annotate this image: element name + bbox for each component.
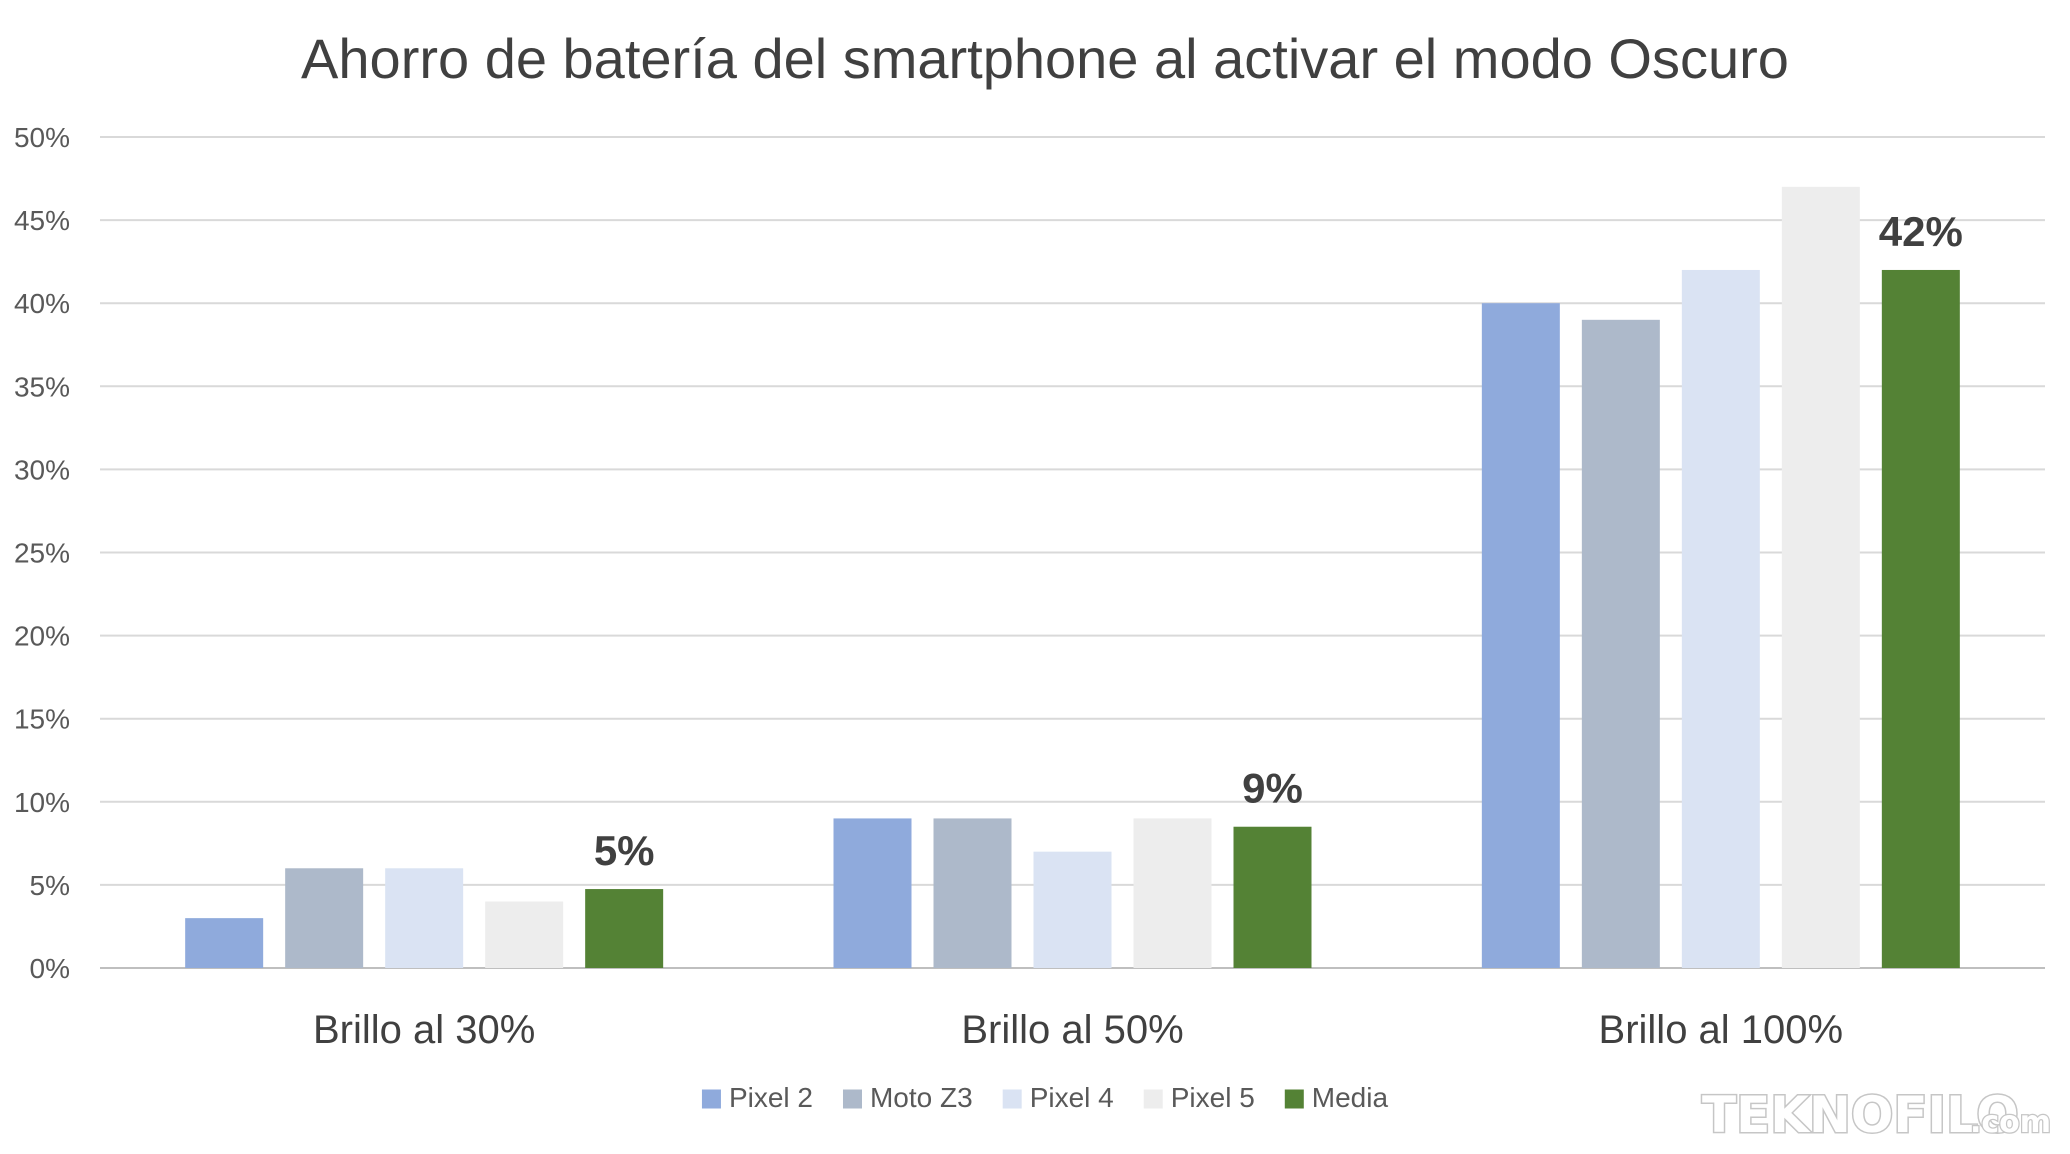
bar: [1233, 826, 1312, 968]
y-tick-label: 50%: [14, 122, 70, 153]
x-tick-label: Brillo al 100%: [1599, 1008, 1844, 1052]
y-tick-label: 30%: [14, 454, 70, 485]
y-tick-label: 45%: [14, 205, 70, 236]
x-axis-ticks: Brillo al 30% Brillo al 50% Brillo al 100%: [313, 1008, 1843, 1052]
bar: [1581, 319, 1660, 968]
legend-swatch: [1002, 1089, 1022, 1109]
watermark-main: TEKNOFILO: [1702, 1086, 2019, 1142]
data-label: 5%: [594, 827, 655, 874]
bar: [1881, 269, 1960, 969]
bar: [485, 901, 564, 968]
y-tick-label: 5%: [30, 870, 70, 901]
data-label: 9%: [1242, 765, 1303, 812]
legend-swatch: [701, 1089, 721, 1109]
bar: [1033, 851, 1112, 968]
x-tick-label: Brillo al 30%: [313, 1008, 535, 1052]
y-tick-label: 10%: [14, 787, 70, 818]
watermark-suffix: .com: [1970, 1105, 2051, 1140]
y-tick-label: 20%: [14, 621, 70, 652]
chart-title: Ahorro de batería del smartphone al acti…: [301, 27, 1789, 90]
bar: [1781, 186, 1860, 969]
data-label: 42%: [1879, 208, 1963, 255]
bar: [185, 918, 264, 968]
x-tick-label: Brillo al 50%: [961, 1008, 1183, 1052]
legend-label: Pixel 2: [729, 1082, 813, 1113]
bar: [833, 818, 912, 968]
bar: [385, 868, 464, 968]
legend-label: Moto Z3: [870, 1082, 973, 1113]
bar: [1133, 818, 1212, 968]
bar: [285, 868, 364, 968]
bar: [1681, 269, 1760, 969]
bar: [933, 818, 1012, 968]
bar: [585, 889, 664, 968]
y-tick-label: 15%: [14, 704, 70, 735]
bar: [1481, 303, 1560, 968]
legend-label: Pixel 5: [1171, 1082, 1255, 1113]
y-tick-label: 25%: [14, 538, 70, 569]
y-axis-ticks: 0% 5% 10% 15% 20% 25% 30% 35% 40% 45% 50%: [14, 122, 70, 984]
y-tick-label: 35%: [14, 371, 70, 402]
teknofilo-watermark-logo: TEKNOFILO .com: [1701, 1085, 2053, 1143]
data-labels: 5% 9% 42%: [594, 208, 1963, 874]
legend-swatch: [1284, 1089, 1304, 1109]
y-tick-label: 0%: [30, 953, 70, 984]
bars: [185, 186, 1960, 969]
legend: Pixel 2 Moto Z3 Pixel 4 Pixel 5 Media: [701, 1082, 1389, 1113]
legend-label: Pixel 4: [1030, 1082, 1114, 1113]
y-tick-label: 40%: [14, 288, 70, 319]
legend-swatch: [842, 1089, 862, 1109]
legend-label: Media: [1312, 1082, 1389, 1113]
legend-swatch: [1143, 1089, 1163, 1109]
